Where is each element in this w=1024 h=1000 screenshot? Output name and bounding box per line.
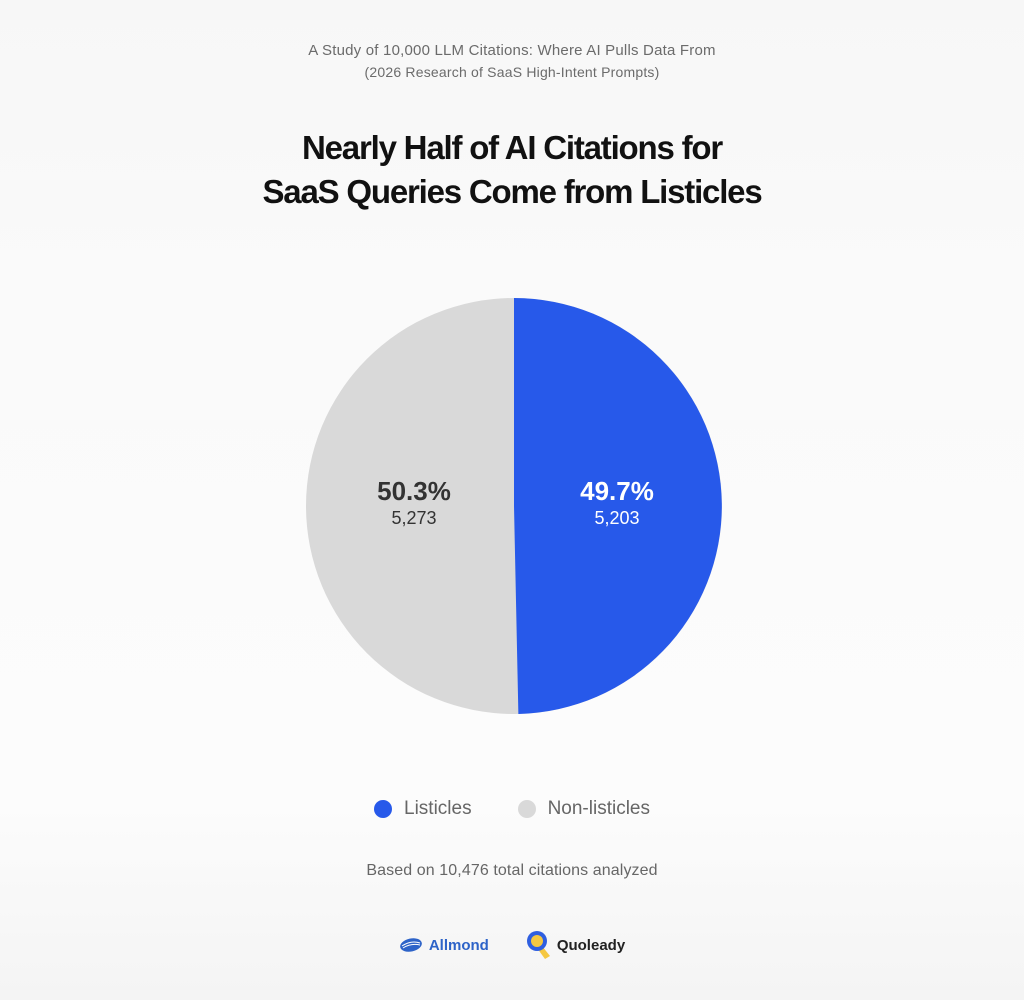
legend-dot-non-listicles-icon (517, 800, 536, 818)
chart-title-line-1: Nearly Half of AI Citations for (302, 129, 723, 166)
allmond-logo: Allmond (399, 937, 489, 954)
pie-chart: 50.3% 5,273 49.7% 5,203 (306, 298, 722, 714)
quoleady-q-icon (526, 931, 550, 959)
legend-item-listicles: Listicles (374, 798, 472, 820)
listicles-percent: 49.7% (580, 476, 654, 506)
allmond-leaf-icon (399, 938, 422, 952)
logo-bar: Allmond Quoleady (0, 930, 1024, 960)
listicles-count: 5,203 (594, 508, 640, 528)
chart-legend: Listicles Non-listicles (0, 798, 1024, 820)
quoleady-logo-text: Quoleady (556, 936, 626, 954)
label-non-listicles: 50.3% 5,273 (334, 476, 494, 530)
allmond-logo-text: Allmond (428, 936, 489, 954)
chart-title: Nearly Half of AI Citations for SaaS Que… (0, 126, 1024, 214)
legend-item-non-listicles: Non-listicles (517, 798, 650, 820)
chart-subeyebrow: (2026 Research of SaaS High-Intent Promp… (364, 64, 660, 80)
chart-title-line-2: SaaS Queries Come from Listicles (262, 173, 763, 210)
non-listicles-count: 5,273 (391, 508, 437, 528)
label-listicles: 49.7% 5,203 (537, 476, 697, 530)
quoleady-logo: Quoleady (525, 930, 625, 960)
slice-listicles (514, 298, 722, 714)
legend-label-listicles: Listicles (404, 798, 472, 819)
legend-dot-listicles-icon (374, 800, 392, 818)
non-listicles-percent: 50.3% (377, 476, 451, 506)
chart-header: A Study of 10,000 LLM Citations: Where A… (0, 40, 1024, 82)
pie-svg (306, 298, 722, 714)
legend-label-non-listicles: Non-listicles (547, 798, 650, 819)
chart-footnote: Based on 10,476 total citations analyzed (366, 862, 658, 879)
chart-eyebrow: A Study of 10,000 LLM Citations: Where A… (308, 42, 716, 59)
